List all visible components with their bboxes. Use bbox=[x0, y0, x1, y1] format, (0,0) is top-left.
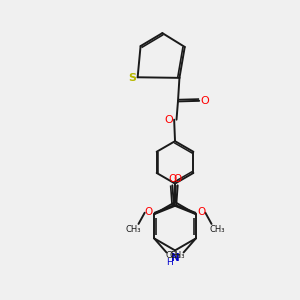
Text: S: S bbox=[128, 73, 136, 83]
Text: O: O bbox=[173, 174, 182, 184]
Text: O: O bbox=[168, 174, 176, 184]
Text: O: O bbox=[198, 207, 206, 217]
Text: CH₃: CH₃ bbox=[165, 251, 181, 260]
Text: H: H bbox=[167, 258, 173, 267]
Text: O: O bbox=[144, 207, 152, 217]
Text: CH₃: CH₃ bbox=[209, 225, 225, 234]
Text: CH₃: CH₃ bbox=[169, 251, 185, 260]
Text: O: O bbox=[201, 96, 209, 106]
Text: CH₃: CH₃ bbox=[125, 225, 141, 234]
Text: N: N bbox=[171, 253, 179, 263]
Text: O: O bbox=[164, 115, 173, 125]
